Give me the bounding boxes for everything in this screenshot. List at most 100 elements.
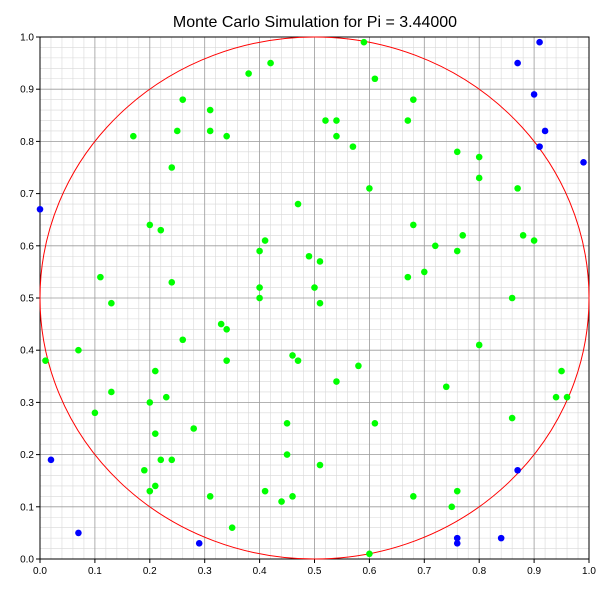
data-point bbox=[157, 456, 165, 464]
ticks: 0.0 0.1 0.2 0.3 0.4 0.5 0.6 0.7 0.8 0.9 1.0 0.0 0.1 0… bbox=[20, 33, 596, 578]
y-tick-label: 0.3 bbox=[20, 398, 34, 409]
data-point bbox=[190, 425, 198, 432]
data-point bbox=[442, 383, 450, 391]
x-tick-label: 0.0 bbox=[33, 566, 47, 577]
data-point bbox=[267, 59, 274, 67]
data-point bbox=[223, 326, 230, 333]
data-point bbox=[431, 242, 439, 250]
data-point bbox=[168, 279, 176, 286]
data-point bbox=[179, 336, 187, 344]
data-point bbox=[223, 357, 230, 364]
data-point bbox=[146, 221, 154, 229]
x-tick-label: 0.5 bbox=[308, 566, 322, 577]
data-point bbox=[151, 367, 159, 375]
data-point bbox=[475, 174, 483, 182]
data-point bbox=[355, 362, 362, 370]
data-point bbox=[289, 352, 296, 359]
x-tick-label: 0.7 bbox=[417, 566, 431, 577]
data-point bbox=[283, 451, 291, 458]
data-point bbox=[195, 540, 203, 547]
data-point bbox=[404, 273, 412, 281]
y-tick-label: 0.9 bbox=[20, 85, 34, 96]
data-point bbox=[366, 550, 373, 558]
y-tick-label: 1.0 bbox=[20, 33, 34, 44]
data-point bbox=[322, 117, 329, 124]
data-point bbox=[530, 237, 538, 244]
data-point bbox=[410, 221, 417, 229]
data-point bbox=[316, 299, 324, 307]
y-tick-label: 0.7 bbox=[20, 189, 34, 200]
x-tick-label: 0.6 bbox=[362, 566, 376, 577]
data-point bbox=[91, 409, 99, 417]
data-point bbox=[151, 430, 159, 438]
data-point bbox=[97, 273, 104, 281]
data-point bbox=[333, 378, 340, 385]
y-tick-label: 0.6 bbox=[20, 241, 34, 252]
data-point bbox=[256, 294, 263, 302]
data-point bbox=[42, 357, 49, 364]
data-point bbox=[179, 96, 187, 103]
data-point bbox=[519, 232, 527, 239]
data-point bbox=[206, 493, 214, 500]
data-point bbox=[261, 237, 269, 244]
data-point bbox=[173, 127, 181, 135]
data-point bbox=[146, 399, 154, 406]
data-point bbox=[311, 284, 318, 291]
data-point bbox=[333, 117, 340, 124]
data-point bbox=[536, 143, 543, 150]
data-point bbox=[580, 158, 587, 166]
series-0 bbox=[42, 38, 571, 558]
data-point bbox=[36, 205, 44, 213]
data-point bbox=[130, 132, 137, 140]
grid bbox=[40, 37, 589, 559]
series-1 bbox=[36, 38, 587, 547]
unit-circle bbox=[39, 36, 590, 560]
data-point bbox=[371, 75, 379, 83]
data-point bbox=[360, 38, 368, 46]
chart-title: Monte Carlo Simulation for Pi = 3.44000 bbox=[173, 14, 457, 31]
data-point bbox=[333, 132, 340, 140]
data-point bbox=[245, 70, 252, 77]
data-point bbox=[47, 456, 55, 464]
data-point bbox=[371, 419, 379, 427]
data-point bbox=[283, 419, 291, 427]
data-point bbox=[404, 117, 412, 124]
data-point bbox=[305, 252, 313, 260]
data-point bbox=[206, 127, 214, 135]
data-point bbox=[157, 226, 165, 234]
y-tick-label: 0.8 bbox=[20, 137, 34, 148]
data-point bbox=[541, 127, 549, 135]
data-point bbox=[168, 456, 176, 464]
data-point bbox=[256, 247, 263, 255]
data-point bbox=[514, 466, 521, 474]
data-point bbox=[278, 498, 285, 505]
data-point bbox=[146, 487, 154, 495]
data-point bbox=[558, 367, 565, 375]
data-point bbox=[453, 148, 461, 156]
data-point bbox=[536, 38, 543, 46]
x-tick-label: 0.4 bbox=[253, 566, 267, 577]
data-point bbox=[256, 284, 263, 291]
data-point bbox=[151, 482, 159, 490]
data-point bbox=[453, 487, 461, 495]
data-point bbox=[448, 503, 456, 511]
data-point bbox=[508, 294, 516, 302]
y-tick-label: 0.0 bbox=[20, 555, 34, 566]
data-point bbox=[316, 461, 324, 469]
data-point bbox=[497, 534, 505, 542]
data-point bbox=[552, 393, 560, 401]
data-point bbox=[410, 96, 417, 103]
data-point bbox=[75, 346, 82, 354]
x-tick-label: 0.2 bbox=[143, 566, 157, 577]
data-point bbox=[453, 540, 461, 547]
data-point bbox=[366, 185, 373, 192]
x-tick-label: 0.9 bbox=[527, 566, 541, 577]
data-point bbox=[108, 388, 115, 396]
y-tick-label: 0.1 bbox=[20, 502, 34, 513]
data-point bbox=[261, 487, 269, 495]
data-point bbox=[206, 106, 214, 114]
data-point bbox=[223, 132, 230, 140]
data-point bbox=[141, 466, 148, 474]
